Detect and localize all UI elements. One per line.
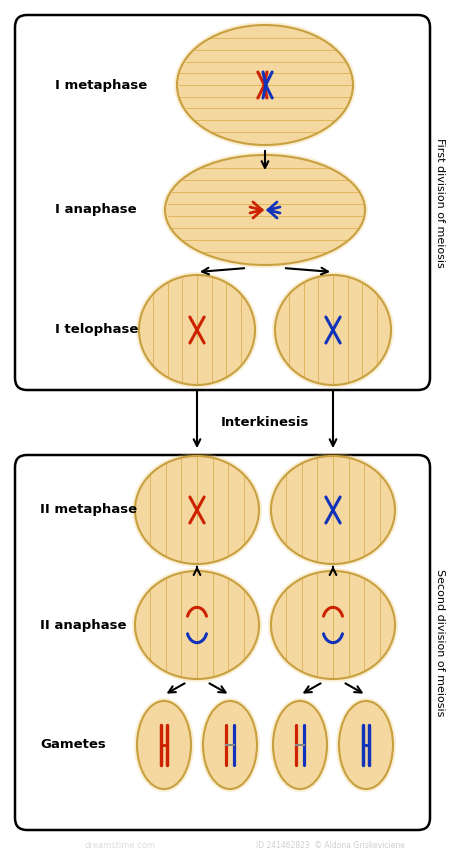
Text: First division of meiosis: First division of meiosis — [435, 137, 445, 267]
Ellipse shape — [174, 22, 356, 148]
Ellipse shape — [271, 456, 395, 564]
Ellipse shape — [339, 701, 393, 789]
Ellipse shape — [162, 152, 368, 268]
Text: Gametes: Gametes — [40, 739, 106, 752]
Ellipse shape — [134, 698, 194, 792]
Text: II anaphase: II anaphase — [40, 618, 127, 631]
Ellipse shape — [135, 456, 259, 564]
Ellipse shape — [165, 155, 365, 265]
Text: ID 241462823  © Aldona Griskeviciene: ID 241462823 © Aldona Griskeviciene — [255, 840, 404, 850]
Text: dreamstime.com: dreamstime.com — [84, 840, 155, 850]
Ellipse shape — [275, 275, 391, 385]
Ellipse shape — [132, 568, 262, 682]
Ellipse shape — [132, 453, 262, 567]
Ellipse shape — [137, 701, 191, 789]
Ellipse shape — [203, 701, 257, 789]
Ellipse shape — [136, 272, 258, 388]
Ellipse shape — [272, 272, 394, 388]
Text: Second division of meiosis: Second division of meiosis — [435, 569, 445, 716]
Ellipse shape — [200, 698, 260, 792]
Ellipse shape — [336, 698, 396, 792]
Ellipse shape — [270, 698, 330, 792]
Text: I metaphase: I metaphase — [55, 78, 147, 92]
Ellipse shape — [271, 571, 395, 679]
Ellipse shape — [139, 275, 255, 385]
Ellipse shape — [273, 701, 327, 789]
Text: I telophase: I telophase — [55, 324, 138, 337]
Ellipse shape — [268, 568, 398, 682]
Ellipse shape — [177, 25, 353, 145]
Text: II metaphase: II metaphase — [40, 503, 137, 516]
Ellipse shape — [268, 453, 398, 567]
Ellipse shape — [135, 571, 259, 679]
Text: I anaphase: I anaphase — [55, 204, 137, 216]
Text: Interkinesis: Interkinesis — [221, 417, 309, 430]
